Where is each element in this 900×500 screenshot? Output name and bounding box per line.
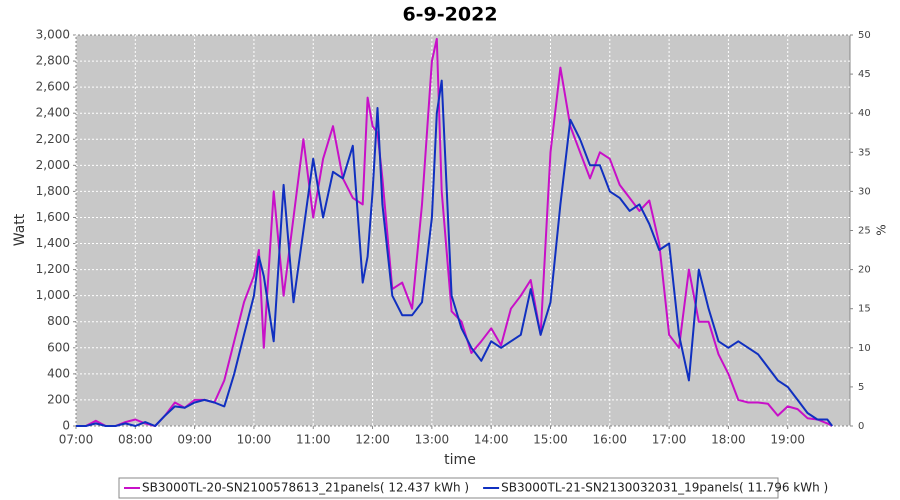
x-tick-label: 19:00 [770,433,805,447]
x-tick-label: 14:00 [474,433,509,447]
y2-tick-label: 0 [858,421,864,432]
y2-tick-label: 35 [858,147,871,158]
x-tick-label: 09:00 [177,433,212,447]
x-tick-label: 11:00 [296,433,331,447]
y2-axis-label: % [875,224,889,235]
legend [118,477,779,499]
y-tick-label: 600 [47,340,70,354]
y2-tick-label: 10 [858,343,871,354]
y2-tick-label: 15 [858,304,871,315]
y-tick-label: 2,000 [36,158,70,172]
y-tick-label: 1,600 [36,210,70,224]
y-tick-label: 200 [47,392,70,406]
y-tick-label: 1,000 [36,288,70,302]
y-tick-label: 400 [47,366,70,380]
y2-tick-label: 25 [858,226,871,237]
y2-tick-label: 5 [858,382,864,393]
x-tick-label: 10:00 [237,433,272,447]
y-tick-label: 3,000 [36,28,70,42]
chart-title: 6-9-2022 [402,4,497,26]
y2-tick-label: 20 [858,265,871,276]
y-axis-label: Watt [12,213,28,246]
x-tick-label: 18:00 [711,433,746,447]
x-axis-label: time [444,452,476,468]
y-tick-label: 1,200 [36,262,70,276]
y2-tick-label: 40 [858,108,871,119]
x-tick-label: 15:00 [533,433,568,447]
x-tick-label: 07:00 [59,433,94,447]
y2-tick-label: 45 [858,69,871,80]
y-tick-label: 800 [47,314,70,328]
series-line [76,79,833,427]
y-tick-label: 1,400 [36,236,70,250]
y-tick-label: 2,800 [36,54,70,68]
x-tick-label: 13:00 [415,433,450,447]
y-tick-label: 2,200 [36,132,70,146]
x-tick-label: 17:00 [652,433,687,447]
y-tick-label: 1,800 [36,184,70,198]
y-tick-label: 2,600 [36,80,70,94]
y-tick-label: 0 [62,419,70,433]
x-tick-label: 12:00 [355,433,390,447]
x-tick-label: 08:00 [118,433,153,447]
y2-tick-label: 50 [858,30,871,41]
legend-label: SB3000TL-21-SN2130032031_19panels( 11.79… [501,481,828,495]
y-tick-label: 2,400 [36,106,70,120]
legend-label: SB3000TL-20-SN2100578613_21panels( 12.43… [142,481,469,495]
plot-area [75,34,851,427]
x-tick-label: 16:00 [592,433,627,447]
y2-tick-label: 30 [858,186,871,197]
